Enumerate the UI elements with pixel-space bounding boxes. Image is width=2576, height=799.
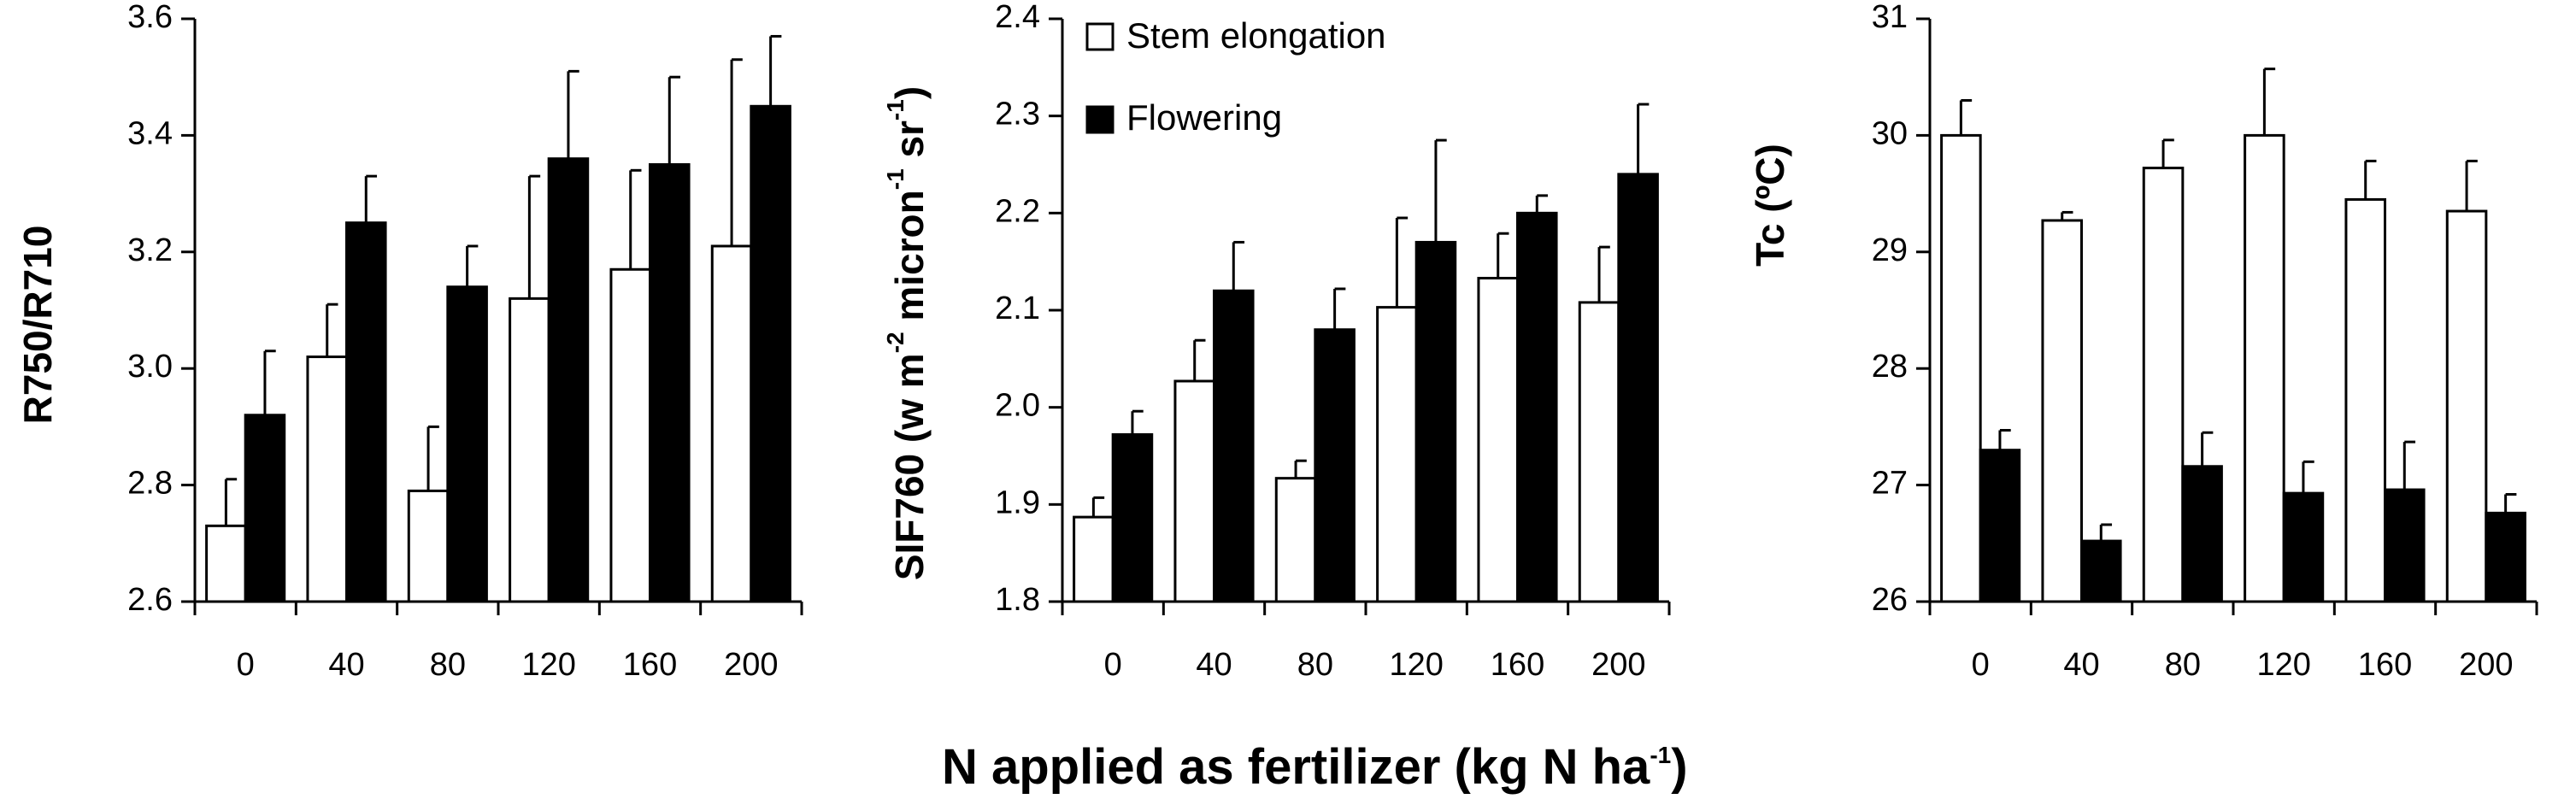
bar-flowering [2080, 539, 2122, 603]
panel-canopy-temperature: 26 27 28 29 30 31 0 40 80 120 160 200 [1872, 0, 2538, 683]
bar-stem-elongation [1578, 301, 1620, 603]
x-axis-label: N applied as fertilizer (kg N ha-1) [942, 739, 1688, 795]
y-tick-label: 2.8 [127, 466, 173, 502]
y-tick-label: 3.4 [127, 115, 173, 151]
legend-label-stem-elongation: Stem elongation [1126, 15, 1386, 56]
y-tick-label: 28 [1872, 349, 1908, 385]
bar-flowering [244, 414, 286, 603]
bar-flowering [1516, 211, 1558, 603]
y-tick-label: 3.2 [127, 232, 173, 268]
x-tick-label: 120 [2256, 647, 2310, 683]
legend-label-flowering: Flowering [1126, 97, 1282, 138]
panel-r750-r710: 2.6 2.8 3.0 3.2 3.4 3.6 0 40 80 120 160 200 [127, 0, 803, 683]
x-tick-label: 40 [1196, 647, 1232, 683]
bar-flowering [2282, 491, 2325, 603]
bar-stem-elongation [2041, 219, 2083, 603]
y-tick-label: 30 [1872, 115, 1908, 151]
bar-flowering [1111, 432, 1154, 603]
x-tick-label: 200 [1591, 647, 1645, 683]
y-tick-label: 31 [1872, 0, 1908, 35]
x-tick-label: 120 [1389, 647, 1443, 683]
legend-swatch-flowering [1085, 105, 1115, 134]
bar-stem-elongation [1940, 133, 1982, 603]
x-tick-label: 0 [1104, 647, 1122, 683]
x-tick-label: 80 [2165, 647, 2201, 683]
panel-sif760: 1.8 1.9 2.0 2.1 2.2 2.3 2.4 0 40 80 120 160 200 [995, 0, 1671, 683]
y-tick-label: 27 [1872, 466, 1908, 502]
x-tick-label: 160 [2358, 647, 2412, 683]
bar-stem-elongation [1477, 276, 1519, 603]
x-tick-label: 200 [2459, 647, 2513, 683]
y-tick-label: 2.4 [995, 0, 1040, 35]
x-tick-label: 0 [237, 647, 255, 683]
bar-stem-elongation [609, 267, 651, 603]
bar-stem-elongation [205, 524, 247, 603]
x-tick-label: 40 [328, 647, 364, 683]
bar-flowering [547, 157, 590, 603]
x-tick-label: 80 [430, 647, 466, 683]
bar-flowering [1213, 289, 1255, 603]
y-tick-label: 2.3 [995, 97, 1040, 132]
bar-stem-elongation [1173, 379, 1215, 603]
bar-flowering [1314, 328, 1356, 603]
bar-flowering [1979, 449, 2021, 603]
bar-flowering [446, 285, 488, 603]
bar-stem-elongation [1376, 306, 1418, 603]
y-tick-label: 3.6 [127, 0, 173, 35]
bar-stem-elongation [306, 355, 349, 603]
bar-stem-elongation [1073, 515, 1115, 603]
y-tick-label: 3.0 [127, 349, 173, 385]
y-tick-label: 1.8 [995, 582, 1040, 618]
y-tick-label: 2.0 [995, 388, 1040, 424]
bar-stem-elongation [509, 297, 550, 603]
bar-flowering [345, 221, 387, 603]
y-tick-label: 2.2 [995, 193, 1040, 229]
bar-flowering [2181, 465, 2223, 603]
bar-stem-elongation [407, 489, 450, 603]
bar-stem-elongation [1274, 477, 1317, 603]
x-tick-label: 160 [623, 647, 677, 683]
y-tick-label: 26 [1872, 582, 1908, 618]
y-tick-label: 29 [1872, 232, 1908, 268]
x-tick-label: 160 [1491, 647, 1544, 683]
x-tick-label: 120 [521, 647, 575, 683]
bar-flowering [1617, 173, 1659, 603]
bar-flowering [1414, 240, 1457, 603]
bar-flowering [2485, 511, 2526, 603]
y-axis-label-sif760: SIF760 (w m-2 micron-1 sr-1) [882, 86, 932, 580]
y-axis-label-tc: Tc (ºC) [1748, 144, 1792, 267]
y-tick-label: 2.1 [995, 291, 1040, 326]
y-tick-label: 2.6 [127, 582, 173, 618]
bar-stem-elongation [710, 244, 753, 603]
y-tick-label: 1.9 [995, 485, 1040, 520]
bar-stem-elongation [2142, 167, 2185, 603]
legend: Stem elongation Flowering [1085, 15, 1386, 138]
x-tick-label: 40 [2063, 647, 2099, 683]
x-tick-label: 200 [724, 647, 778, 683]
bar-stem-elongation [2445, 209, 2488, 603]
x-tick-label: 0 [1972, 647, 1990, 683]
bar-stem-elongation [2244, 133, 2285, 603]
y-axis-label-r750-r710: R750/R710 [15, 226, 60, 425]
bar-flowering [750, 104, 791, 603]
bar-flowering [2384, 488, 2426, 603]
bar-stem-elongation [2344, 197, 2386, 603]
x-tick-label: 80 [1297, 647, 1333, 683]
legend-swatch-stem-elongation [1085, 22, 1115, 51]
bar-flowering [649, 163, 691, 603]
